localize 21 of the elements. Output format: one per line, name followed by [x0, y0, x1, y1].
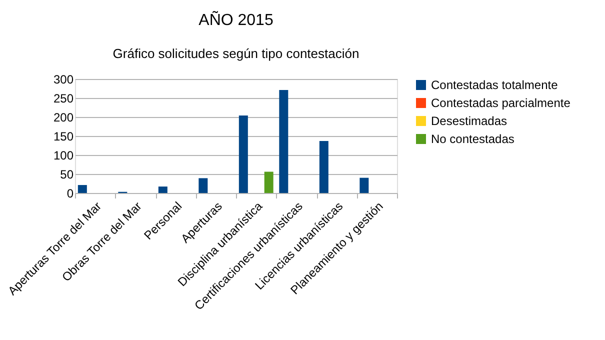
bar: [279, 90, 288, 193]
y-tick-label: 100: [53, 148, 74, 162]
chart-subtitle: Gráfico solicitudes según tipo contestación: [112, 46, 360, 61]
bar: [78, 185, 87, 193]
legend-label: Desestimadas: [431, 114, 508, 128]
y-tick-label: 250: [53, 92, 74, 106]
bar: [238, 115, 248, 193]
bar: [198, 178, 208, 193]
bar: [264, 172, 274, 193]
bar: [360, 178, 369, 193]
legend-label: Contestadas parcialmente: [431, 96, 571, 110]
legend-label: No contestadas: [431, 132, 514, 146]
legend-label: Contestadas totalmente: [431, 78, 558, 92]
bar: [158, 186, 168, 193]
y-tick-label: 50: [60, 168, 74, 182]
y-tick-label: 0: [66, 186, 74, 200]
y-tick-label: 200: [53, 110, 74, 124]
y-tick-label: 300: [53, 72, 74, 86]
bar: [319, 140, 328, 193]
y-tick-label: 150: [53, 130, 74, 144]
chart-title: AÑO 2015: [198, 10, 274, 29]
